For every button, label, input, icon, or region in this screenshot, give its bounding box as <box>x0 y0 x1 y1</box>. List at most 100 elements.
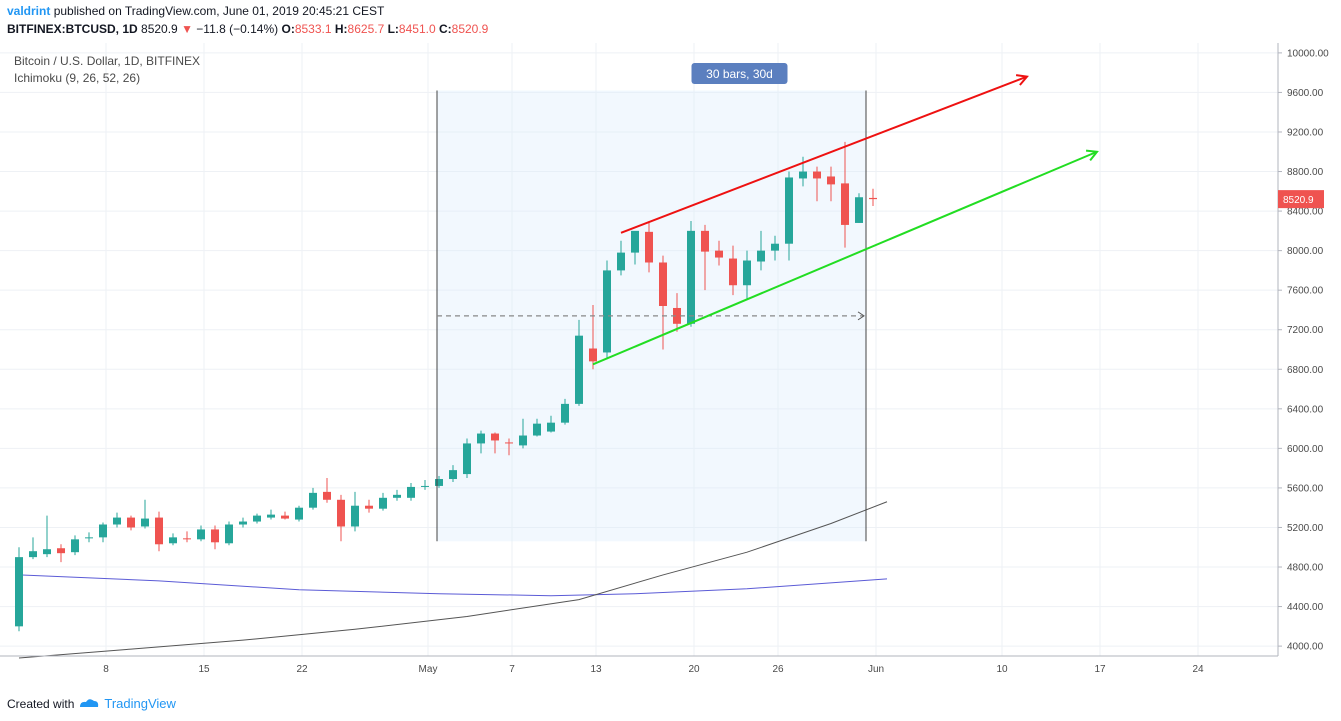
candle-body <box>435 479 443 486</box>
candle-body <box>379 497 387 509</box>
support-trendline <box>592 150 1098 366</box>
candle-body <box>673 307 681 324</box>
candle-body <box>463 443 471 475</box>
y-tick-label: 7600.00 <box>1287 286 1324 297</box>
last-price-tag <box>1278 190 1324 209</box>
candle-body <box>421 485 429 487</box>
author-name[interactable]: valdrint <box>7 4 51 18</box>
resistance-arrow-icon <box>1015 74 1029 86</box>
low-value: 8451.0 <box>398 22 436 36</box>
candle-body <box>309 492 317 508</box>
candle-body <box>855 197 863 223</box>
candle-body <box>155 517 163 545</box>
candle-body <box>617 252 625 271</box>
y-tick-label: 8800.00 <box>1287 167 1324 178</box>
candle-body <box>225 524 233 544</box>
candle-body <box>29 551 37 558</box>
x-tick-label: 24 <box>1192 664 1204 675</box>
x-tick-label: May <box>419 664 438 675</box>
x-tick-label: 26 <box>772 664 784 675</box>
candle-body <box>645 231 653 263</box>
candle-body <box>393 494 401 498</box>
measure-label-box <box>691 63 788 84</box>
candle-body <box>631 230 639 253</box>
candle-body <box>659 262 667 306</box>
x-tick-label: 15 <box>198 664 210 675</box>
series-legend[interactable]: Bitcoin / U.S. Dollar, 1D, BITFINEX <box>14 54 201 68</box>
symbol-info: BITFINEX:BTCUSD, 1D 8520.9 ▼ −11.8 (−0.1… <box>7 22 488 36</box>
symbol-name: BITFINEX:BTCUSD, 1D <box>7 22 138 36</box>
candle-body <box>113 517 121 525</box>
candle-body <box>141 518 149 527</box>
candle-body <box>407 486 415 498</box>
candle-body <box>533 423 541 436</box>
candle-body <box>799 171 807 179</box>
candle-body <box>519 435 527 446</box>
y-tick-label: 6400.00 <box>1287 404 1324 415</box>
candle-body <box>827 176 835 185</box>
candle-body <box>323 491 331 500</box>
open-value: 8533.1 <box>294 22 332 36</box>
last-price-label: 8520.9 <box>1283 195 1314 206</box>
candle-body <box>85 537 93 539</box>
y-tick-label: 9600.00 <box>1287 88 1324 99</box>
candle-body <box>505 442 513 444</box>
candle-body <box>547 422 555 432</box>
drawings[interactable]: 30 bars, 30d <box>436 63 1099 542</box>
x-tick-label: 7 <box>509 664 515 675</box>
y-tick-label: 4000.00 <box>1287 642 1324 653</box>
candle-body <box>211 529 219 543</box>
support-arrow-icon <box>1085 149 1099 161</box>
candle-body <box>477 433 485 444</box>
y-tick-label: 4800.00 <box>1287 563 1324 574</box>
y-tick-label: 9200.00 <box>1287 127 1324 138</box>
candle-body <box>449 470 457 480</box>
change-arrow-icon: ▼ <box>181 22 193 36</box>
candle-body <box>169 537 177 544</box>
candle-body <box>729 258 737 286</box>
chart-grid <box>0 43 1278 656</box>
ichimoku-blue-line <box>18 574 888 597</box>
candles <box>15 141 877 632</box>
candle-body <box>267 514 275 518</box>
resistance-trendline <box>620 75 1028 234</box>
footer: Created with TradingView <box>7 696 176 711</box>
x-tick-label: 20 <box>688 664 700 675</box>
y-tick-label: 8000.00 <box>1287 246 1324 257</box>
x-tick-label: Jun <box>868 664 884 675</box>
candle-body <box>351 505 359 527</box>
close-label: C: <box>438 22 452 36</box>
candle-body <box>71 539 79 553</box>
candle-body <box>15 557 23 627</box>
candle-body <box>841 183 849 225</box>
publish-info: valdrint published on TradingView.com, J… <box>7 4 384 18</box>
y-tick-label: 6800.00 <box>1287 365 1324 376</box>
candle-body <box>491 433 499 441</box>
candle-body <box>127 517 135 528</box>
high-label: H: <box>334 22 348 36</box>
candle-body <box>701 230 709 252</box>
candle-body <box>57 548 65 554</box>
candle-body <box>561 403 569 423</box>
candle-body <box>253 515 261 522</box>
candle-body <box>813 171 821 179</box>
candle-body <box>771 243 779 251</box>
candle-body <box>99 524 107 538</box>
measure-arrowhead-icon <box>857 311 865 321</box>
y-tick-label: 4400.00 <box>1287 602 1324 613</box>
candle-body <box>603 270 611 353</box>
candle-body <box>785 177 793 244</box>
candle-body <box>869 197 877 200</box>
y-tick-label: 8400.00 <box>1287 207 1324 218</box>
low-label: L: <box>387 22 399 36</box>
axes: 4000.00 4400.00 4800.00 5200.00 5600.00 6000.… <box>0 43 1329 675</box>
tradingview-brand[interactable]: TradingView <box>104 696 176 711</box>
x-tick-label: 8 <box>103 664 109 675</box>
y-tick-label: 7200.00 <box>1287 325 1324 336</box>
ichimoku-lines <box>18 501 888 659</box>
candle-body <box>715 250 723 258</box>
candle-body <box>589 348 597 362</box>
indicator-legend[interactable]: Ichimoku (9, 26, 52, 26) <box>14 71 141 85</box>
x-tick-label: 22 <box>296 664 308 675</box>
